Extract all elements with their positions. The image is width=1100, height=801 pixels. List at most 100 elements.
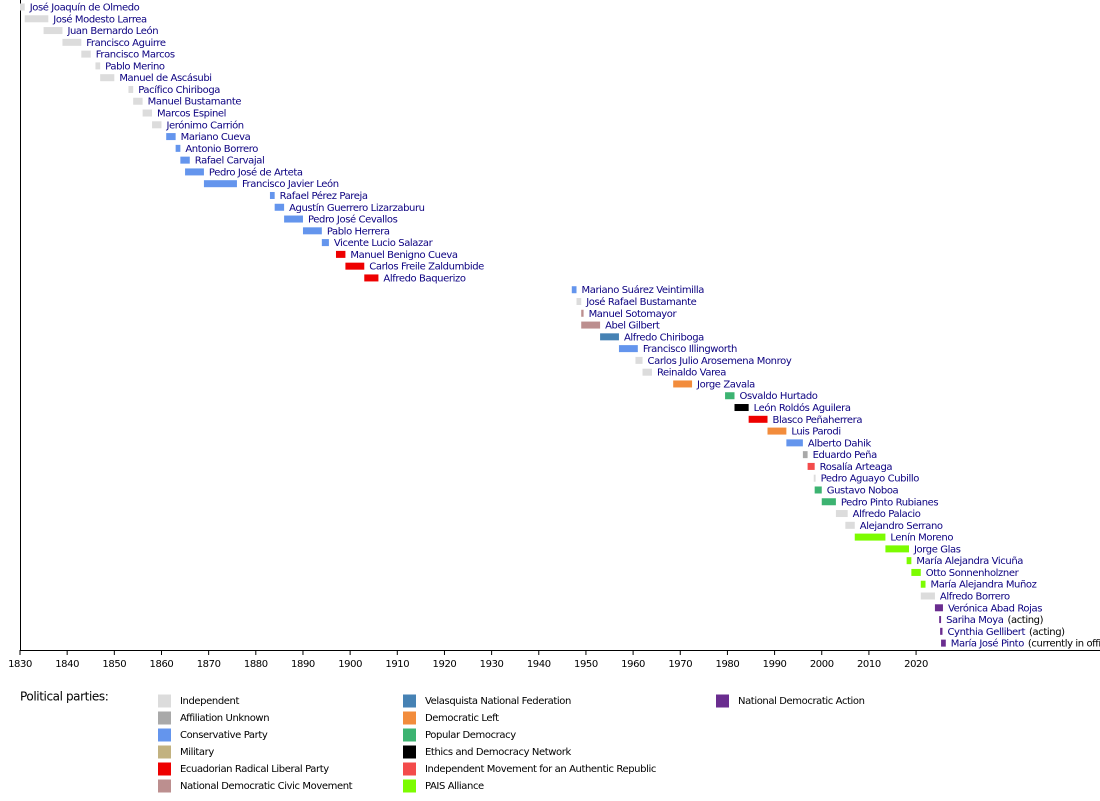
person-name: Alejandro Serrano: [860, 521, 943, 532]
person-name: Verónica Abad Rojas: [948, 602, 1042, 614]
person-name: Manuel Bustamante: [148, 97, 242, 108]
term-bar: [734, 404, 749, 412]
term-bar: [133, 97, 143, 105]
x-tick-label: 1970: [668, 659, 692, 670]
person-name: María Alejandra Muñoz: [931, 579, 1037, 591]
person-name: Pedro José de Arteta: [209, 166, 303, 178]
person-name: Gustavo Noboa: [827, 485, 899, 496]
person-name: Antonio Borrero: [185, 144, 258, 155]
person-name: Blasco Peñaherrera: [773, 415, 863, 426]
person-name: León Roldós Aguilera: [754, 402, 851, 414]
term-bar: [911, 568, 921, 576]
term-bar: [180, 156, 190, 164]
person-name: Manuel Benigno Cueva: [350, 250, 457, 261]
person-name: Alberto Dahik: [808, 438, 872, 449]
legend-swatch: [403, 779, 416, 793]
term-bar: [600, 333, 619, 341]
x-tick-label: 2000: [810, 659, 834, 670]
x-tick-label: 1860: [150, 659, 174, 670]
term-bar: [941, 639, 946, 647]
term-bar: [364, 274, 379, 282]
term-note: (acting): [1007, 615, 1043, 626]
legend-swatch: [716, 694, 729, 708]
person-name: Cynthia Gellibert: [947, 627, 1025, 638]
person-name: Rafael Carvajal: [195, 156, 265, 167]
term-bar: [786, 439, 803, 447]
term-bar: [175, 144, 181, 152]
x-tick-label: 2010: [857, 659, 881, 670]
person-name: Vicente Lucio Salazar: [334, 238, 434, 249]
legend-label: Ecuadorian Radical Liberal Party: [180, 764, 329, 775]
legend-swatch: [403, 728, 416, 742]
x-tick-label: 1920: [433, 659, 457, 670]
person-name: Rafael Pérez Pareja: [280, 190, 368, 202]
x-tick-label: 1980: [715, 659, 739, 670]
term-bar: [885, 545, 909, 553]
person-name: Sariha Moya: [946, 615, 1004, 626]
person-name: Lenín Moreno: [890, 532, 953, 544]
legend-swatch: [158, 728, 171, 742]
term-bar: [284, 215, 303, 223]
person-name: Carlos Freile Zaldumbide: [369, 262, 484, 273]
term-bar: [618, 345, 638, 353]
person-name: Pablo Herrera: [327, 226, 390, 237]
x-tick-label: 1830: [8, 659, 32, 670]
term-bar: [934, 604, 943, 612]
term-bar: [95, 62, 101, 70]
x-tick-label: 1960: [621, 659, 645, 670]
legend-label: National Democratic Action: [738, 696, 865, 707]
person-name: Marcos Espinel: [157, 109, 226, 120]
person-name: José Modesto Larrea: [52, 13, 147, 25]
term-bar: [581, 321, 601, 329]
term-bar: [335, 250, 346, 258]
x-tick-label: 1940: [527, 659, 551, 670]
term-bar: [321, 239, 329, 247]
term-bar: [81, 50, 91, 58]
term-bar: [274, 203, 285, 211]
x-tick-label: 2020: [904, 659, 928, 670]
person-name: Alfredo Chiriboga: [624, 332, 704, 343]
person-name: Francisco Javier León: [242, 178, 339, 190]
term-bar: [635, 356, 643, 364]
person-name: Mariano Cueva: [181, 132, 251, 143]
person-name: Pedro Pinto Rubianes: [841, 497, 938, 508]
term-bar: [854, 533, 886, 541]
term-bar: [166, 133, 176, 141]
term-bar: [725, 392, 735, 400]
term-bar: [62, 38, 82, 46]
term-bar: [821, 498, 836, 506]
legend-title: Political parties:: [20, 690, 108, 704]
person-name: Eduardo Peña: [813, 450, 877, 461]
term-note: (currently in office): [1028, 639, 1100, 650]
person-name: Francisco Aguirre: [86, 38, 166, 49]
legend-swatch: [158, 745, 171, 759]
legend-swatch: [403, 711, 416, 725]
legend-swatch: [158, 779, 171, 793]
legend-label: Conservative Party: [180, 730, 268, 741]
person-name: Luis Parodi: [791, 427, 840, 438]
person-name: María José Pinto: [951, 638, 1024, 650]
person-name: José Joaquín de Olmedo: [29, 2, 140, 14]
legend-label: Popular Democracy: [425, 730, 516, 741]
legend-label: Ethics and Democracy Network: [425, 747, 571, 758]
term-note: (acting): [1029, 627, 1065, 638]
term-bar: [814, 486, 822, 494]
term-bar: [345, 262, 365, 270]
term-bar: [807, 462, 815, 470]
x-tick-label: 1910: [385, 659, 409, 670]
x-tick-label: 1930: [480, 659, 504, 670]
term-bar: [43, 27, 63, 35]
person-name: Alfredo Borrero: [940, 592, 1010, 603]
legend-swatch: [158, 762, 171, 776]
term-bar: [269, 191, 275, 199]
x-tick-label: 1850: [102, 659, 126, 670]
person-name: Agustín Guerrero Lizarzaburu: [289, 202, 425, 214]
term-bar: [571, 286, 577, 294]
person-name: Manuel de Ascásubi: [119, 72, 211, 84]
term-bar: [24, 15, 49, 23]
term-bar: [835, 510, 848, 518]
term-bar: [185, 168, 204, 176]
person-name: Pedro Aguayo Cubillo: [821, 474, 920, 485]
person-name: Osvaldo Hurtado: [739, 391, 817, 402]
